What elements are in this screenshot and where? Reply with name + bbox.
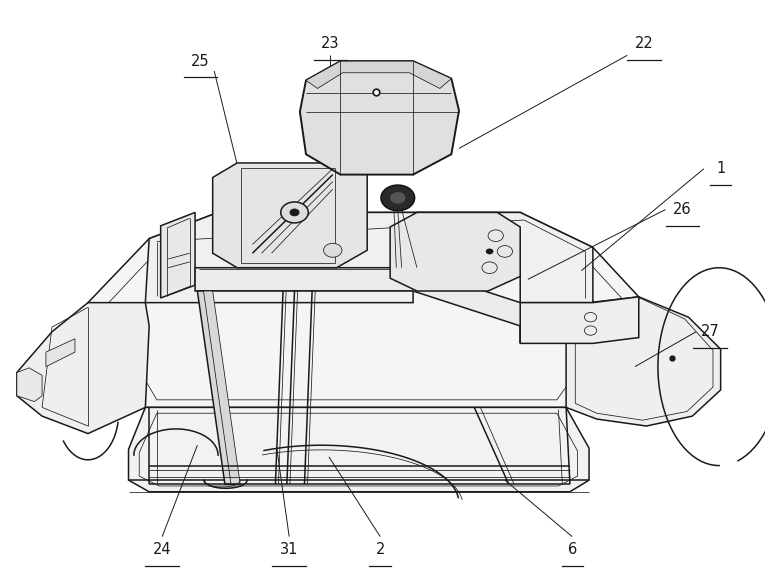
Circle shape [290, 209, 299, 216]
Polygon shape [103, 222, 626, 400]
Circle shape [281, 202, 308, 223]
Polygon shape [145, 212, 593, 303]
Circle shape [486, 249, 493, 254]
Text: 1: 1 [716, 161, 725, 176]
Polygon shape [46, 339, 75, 367]
Polygon shape [197, 291, 236, 484]
Polygon shape [161, 212, 195, 298]
Text: 27: 27 [701, 324, 719, 339]
Polygon shape [88, 212, 639, 407]
Text: 26: 26 [673, 202, 692, 217]
Circle shape [381, 185, 415, 211]
Text: 25: 25 [191, 54, 210, 69]
Polygon shape [203, 291, 240, 484]
Circle shape [324, 243, 342, 257]
Polygon shape [195, 268, 520, 326]
Polygon shape [17, 368, 42, 402]
Polygon shape [213, 163, 367, 268]
Polygon shape [390, 212, 520, 291]
Circle shape [390, 192, 405, 204]
Text: 6: 6 [568, 542, 577, 558]
Text: 22: 22 [635, 36, 653, 51]
Text: 2: 2 [376, 542, 385, 558]
Polygon shape [17, 303, 149, 434]
Polygon shape [520, 297, 639, 343]
Polygon shape [575, 299, 713, 420]
Text: 23: 23 [321, 36, 340, 51]
Polygon shape [139, 413, 578, 486]
Polygon shape [129, 407, 589, 492]
Polygon shape [306, 61, 451, 88]
Polygon shape [566, 297, 721, 426]
Polygon shape [300, 61, 459, 175]
Text: 24: 24 [153, 542, 171, 558]
Text: 31: 31 [280, 542, 298, 558]
